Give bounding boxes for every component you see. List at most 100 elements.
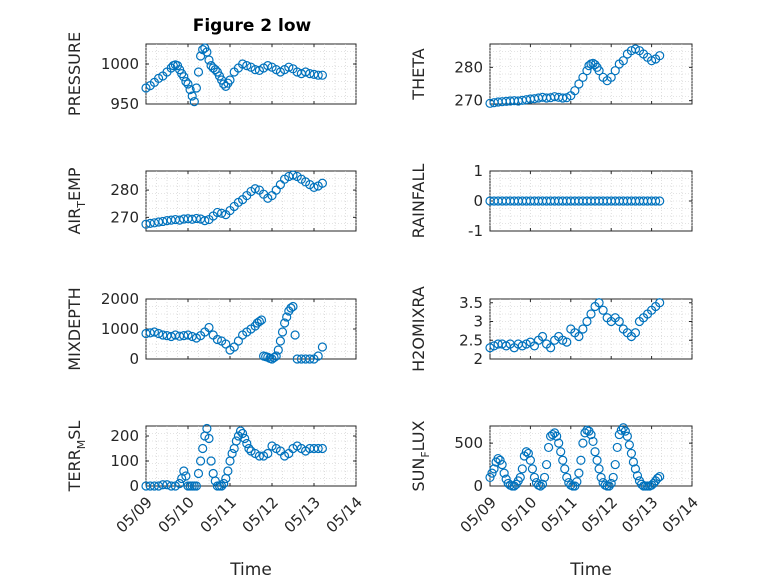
- data-point: [269, 352, 279, 363]
- data-point: [543, 442, 554, 453]
- subplot-2: 270 280 THETA: [409, 43, 693, 110]
- data-point: [562, 472, 572, 483]
- data-point: [626, 448, 637, 459]
- data-point: [317, 443, 327, 454]
- data-point: [219, 478, 229, 489]
- y-tick-label: 280: [110, 181, 139, 199]
- figure-title: Figure 2 low: [193, 16, 312, 36]
- data-point: [618, 56, 628, 66]
- data-point: [233, 336, 243, 346]
- data-point: [610, 459, 620, 470]
- data-point: [313, 70, 323, 80]
- y-tick-label: 3: [473, 313, 483, 331]
- y-tick-label: 200: [110, 427, 139, 445]
- y-axis-label: H2OMIXRA: [409, 286, 428, 372]
- data-point: [586, 429, 596, 440]
- x-tick-label: 05/14: [659, 493, 702, 536]
- data-point: [646, 56, 657, 66]
- data-point: [313, 443, 323, 454]
- y-axis-label: TERRMSL: [65, 421, 88, 493]
- data-point: [183, 79, 193, 89]
- data-point: [179, 466, 189, 476]
- y-tick-label: 280: [454, 58, 483, 76]
- data-point: [606, 478, 616, 489]
- x-tick-label: 05/10: [155, 493, 198, 536]
- data-point: [521, 447, 531, 457]
- y-axis-label: PRESSURE: [65, 32, 84, 116]
- data-point: [191, 83, 201, 93]
- data-point: [554, 438, 564, 448]
- data-point: [541, 459, 552, 470]
- subplot-5: 0 1000 2000 MIXDEPTH: [65, 287, 357, 371]
- data-point: [632, 471, 643, 481]
- data-point: [574, 468, 584, 478]
- data-point: [525, 455, 536, 465]
- data-point: [290, 330, 300, 340]
- data-point: [580, 428, 590, 438]
- data-point: [556, 447, 566, 457]
- data-point: [586, 309, 596, 319]
- data-point: [655, 298, 665, 308]
- data-point: [204, 322, 214, 333]
- data-point: [193, 468, 204, 479]
- data-point: [141, 219, 151, 229]
- y-tick-label: 500: [454, 434, 483, 452]
- data-point: [185, 84, 195, 95]
- data-point: [198, 443, 208, 454]
- data-point: [309, 182, 319, 192]
- data-point: [612, 442, 622, 453]
- x-tick-label: 05/13: [281, 493, 324, 536]
- data-point: [189, 96, 199, 107]
- y-tick-label: 270: [454, 92, 483, 110]
- data-point: [154, 328, 164, 339]
- data-point: [515, 472, 525, 483]
- data-point: [499, 468, 509, 478]
- data-point: [254, 451, 264, 461]
- y-tick-label: 1000: [101, 320, 139, 338]
- data-point: [582, 66, 592, 76]
- data-point: [217, 481, 227, 491]
- data-point: [614, 316, 624, 327]
- data-point: [288, 170, 298, 180]
- data-point: [552, 431, 562, 441]
- data-point: [204, 433, 214, 444]
- subplot-4: -1 0 1 RAINFALL: [409, 162, 693, 240]
- data-point: [277, 327, 288, 337]
- data-point: [548, 429, 558, 440]
- subplot-6: 22.533.5 H2OMIXRA: [409, 286, 693, 372]
- data-point: [242, 60, 252, 71]
- data-point: [187, 91, 197, 101]
- x-axis-label: Time: [229, 560, 272, 580]
- x-tick-label: 05/09: [457, 493, 500, 536]
- data-point: [250, 64, 260, 75]
- x-tick-label: 05/14: [323, 493, 366, 536]
- data-point: [529, 472, 540, 483]
- y-tick-label: 1: [473, 162, 483, 180]
- data-point: [231, 436, 241, 446]
- y-axis-label: RAINFALL: [409, 164, 428, 239]
- data-point: [158, 216, 168, 227]
- data-point: [204, 55, 214, 65]
- y-tick-label: 0: [129, 477, 139, 495]
- data-point: [242, 438, 252, 449]
- data-point: [149, 218, 159, 228]
- data-point: [317, 178, 327, 188]
- data-point: [210, 64, 220, 75]
- x-tick-label: 05/12: [578, 493, 621, 536]
- data-point: [655, 51, 665, 61]
- data-point: [653, 473, 663, 483]
- y-tick-label: 2000: [101, 290, 139, 308]
- data-point: [179, 72, 189, 82]
- data-point: [227, 448, 237, 459]
- x-tick-label: 05/13: [618, 493, 661, 536]
- data-point: [271, 351, 281, 361]
- data-point: [578, 324, 588, 334]
- data-point: [286, 303, 296, 313]
- data-point: [608, 472, 618, 483]
- y-axis-label: SUNFLUX: [409, 420, 432, 491]
- data-point: [317, 70, 327, 80]
- data-point: [212, 207, 222, 218]
- data-point: [212, 334, 222, 345]
- data-point: [651, 196, 661, 206]
- data-point: [598, 305, 608, 315]
